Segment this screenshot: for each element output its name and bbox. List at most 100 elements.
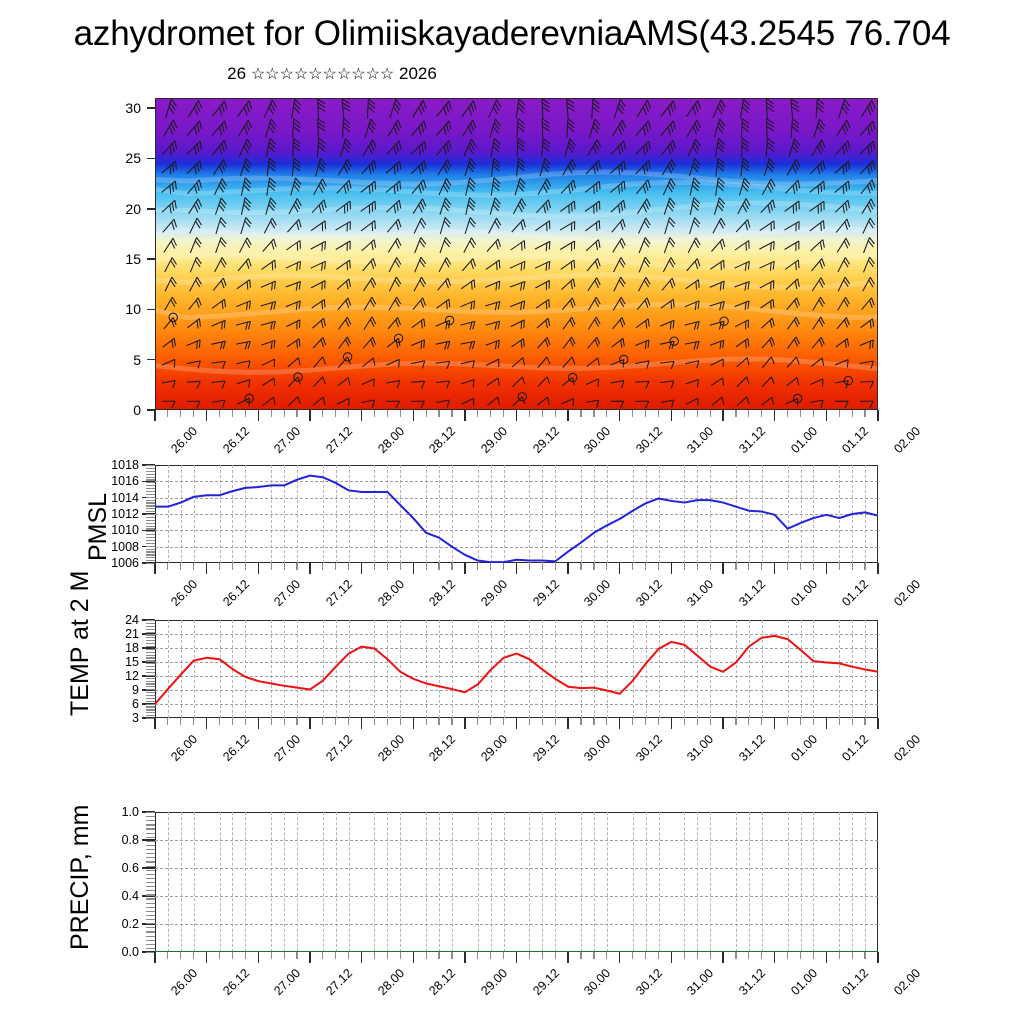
y-minor-tick [146,622,155,625]
x-minor-tick [193,952,195,959]
grid-line-horizontal [155,481,878,483]
y-minor-tick [146,689,155,691]
grid-line-vertical [697,812,699,952]
x-minor-tick [218,410,221,417]
x-axis-label: 31.12 [736,732,769,765]
y-minor-tick [146,906,155,908]
grid-line-horizontal [155,896,878,897]
y-major-tick [147,308,155,311]
grid-line-vertical [219,812,221,952]
x-minor-tick [451,410,453,417]
y-axis-label: 0.8 [121,833,139,847]
x-minor-tick [851,718,853,725]
temp-2m-series [155,634,878,705]
x-minor-tick [528,563,530,570]
grid-line-vertical [787,620,789,718]
y-minor-tick [146,516,155,519]
y-major-tick [147,107,155,109]
x-minor-tick [270,410,272,417]
x-minor-tick [851,563,853,570]
grid-line-horizontal [155,546,878,548]
x-major-tick [360,718,363,729]
y-minor-tick [146,657,155,659]
x-minor-tick [580,410,582,417]
grid-line-vertical [387,620,389,718]
y-axis-label: 9 [132,683,139,697]
x-minor-tick [438,563,440,570]
y-minor-tick [146,832,155,834]
x-axis-label: 26.00 [168,732,201,765]
y-minor-tick [146,493,155,495]
x-minor-tick [541,563,543,570]
x-minor-tick [270,563,272,570]
x-major-tick [774,410,776,421]
y-minor-tick [146,828,155,830]
x-major-tick [205,952,208,963]
x-axis-label: 27.00 [271,732,304,765]
wind-barb-field [161,99,876,409]
grid-line-vertical [180,620,182,718]
x-major-tick [412,952,414,963]
x-major-tick [619,410,621,421]
y-minor-tick [146,488,155,490]
y-axis-label: 15 [125,251,141,268]
x-minor-tick [283,718,285,725]
y-major-tick [142,895,155,897]
grid-line-vertical [374,620,376,718]
grid-line-vertical [348,620,350,718]
x-minor-tick [296,563,298,570]
x-minor-tick [386,410,388,417]
x-minor-tick [787,952,789,959]
y-major-tick [142,619,155,621]
grid-line-vertical [400,620,402,718]
y-minor-tick [146,820,155,822]
x-major-tick [670,410,673,421]
x-minor-tick [335,563,337,570]
grid-line-vertical [735,620,737,718]
grid-line-vertical [503,812,505,952]
x-minor-tick [812,718,815,725]
y-minor-tick [146,902,155,904]
y-minor-tick [146,534,155,536]
x-axis-label: 26.00 [168,424,201,457]
x-major-tick [309,718,311,729]
y-axis-label: 1010 [111,523,139,538]
x-minor-tick [490,718,492,725]
x-minor-tick [322,563,324,570]
x-axis-label: 29.00 [478,424,511,457]
grid-line-horizontal [155,924,878,925]
y-major-tick [142,529,155,532]
x-major-tick [464,563,466,574]
x-minor-tick [735,952,737,959]
y-major-tick [142,647,155,649]
x-major-tick [515,410,518,421]
grid-line-vertical [813,812,815,952]
x-major-tick [309,563,311,574]
y-axis-label: 30 [125,100,141,117]
temp-2m-plot-area [155,620,878,718]
grid-line-vertical [581,812,583,952]
y-minor-tick [146,873,155,875]
x-major-tick [877,410,879,421]
x-minor-tick [748,718,750,725]
x-minor-tick [683,410,685,417]
x-axis-label: 30.00 [581,732,614,765]
panel-y-title: PMSL [84,492,112,561]
y-minor-tick [146,631,155,633]
y-minor-tick [146,939,155,941]
x-axis-label: 26.00 [168,966,201,999]
grid-line-vertical [658,812,660,952]
x-axis-label: 28.12 [426,424,459,457]
y-minor-tick [146,519,155,521]
x-axis-label: 27.00 [271,424,304,457]
grid-line-horizontal [155,840,878,841]
x-minor-tick [425,952,427,959]
x-minor-tick [593,952,595,959]
y-minor-tick [146,545,155,547]
x-minor-tick [438,410,440,417]
y-minor-tick [146,706,155,708]
grid-line-vertical [490,812,492,952]
x-axis-label: 26.12 [219,424,252,457]
x-major-tick [774,718,776,729]
x-axis-label: 27.00 [271,577,304,610]
